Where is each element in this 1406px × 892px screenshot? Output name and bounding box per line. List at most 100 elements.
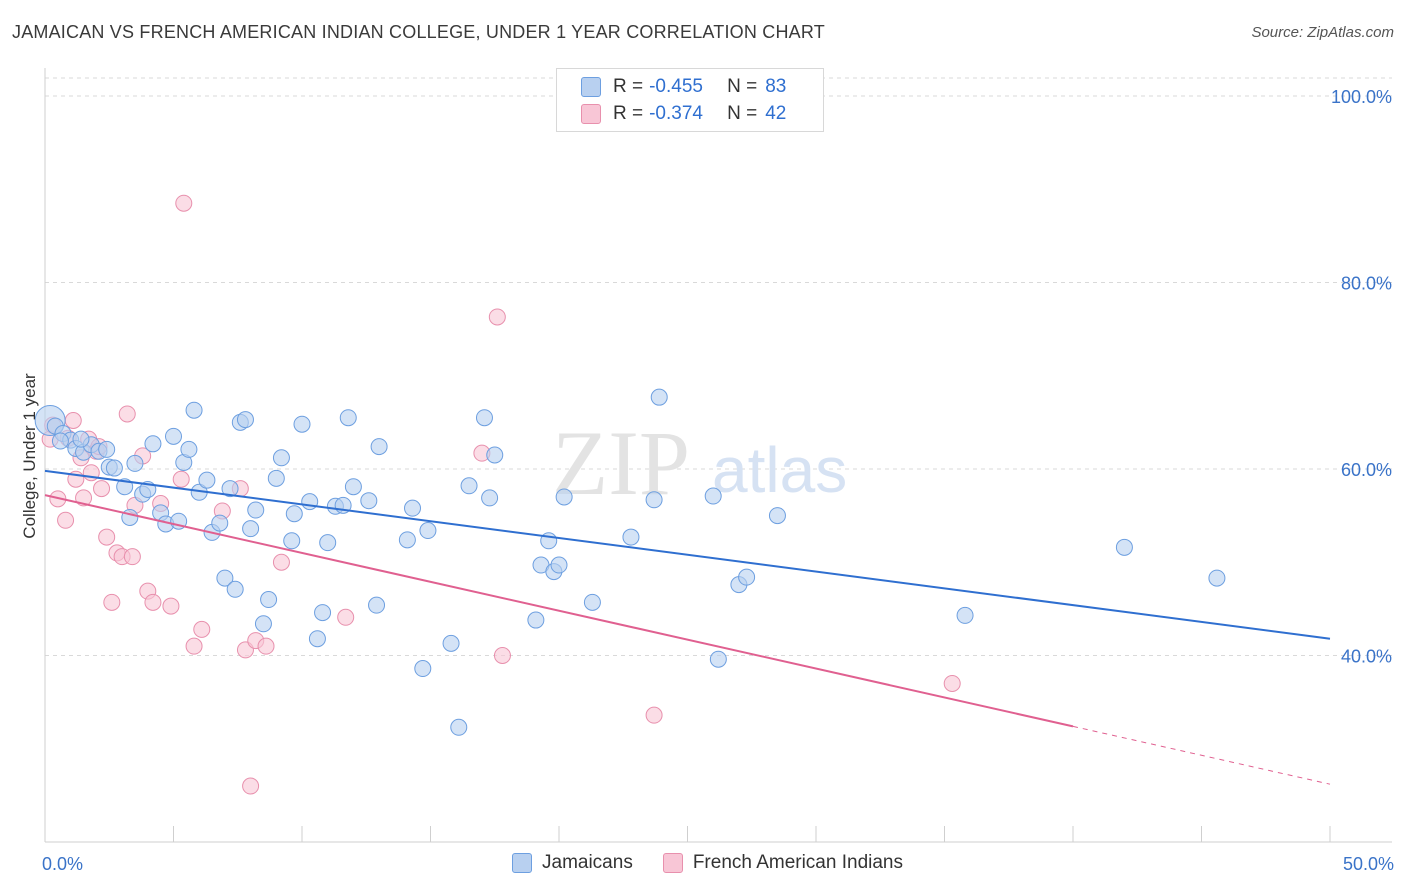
point-jamaicans — [180, 440, 198, 458]
point-jamaicans — [527, 611, 545, 629]
trend-lines — [44, 469, 1331, 785]
trend-line-french-american-indians — [44, 494, 1074, 728]
point-jamaicans — [1208, 569, 1226, 587]
legend-r-value: -0.455 — [649, 76, 703, 97]
legend-swatch-french-american-indians — [581, 104, 601, 124]
point-jamaicans — [419, 522, 437, 540]
point-jamaicans — [1115, 538, 1133, 556]
legend-r-label: R = — [613, 76, 644, 97]
point-jamaicans — [404, 499, 422, 517]
y-tick-label: 40.0% — [1341, 646, 1392, 666]
trend-line-jamaicans — [44, 469, 1331, 640]
source-label: Source: ZipAtlas.com — [1251, 24, 1394, 41]
point-jamaicans — [293, 415, 311, 433]
point-jamaicans — [709, 650, 727, 668]
legend-swatch-french-american-indians — [662, 853, 683, 873]
point-jamaicans — [475, 409, 493, 427]
point-jamaicans — [126, 454, 144, 472]
point-jamaicans — [370, 438, 388, 456]
chart-title: JAMAICAN VS FRENCH AMERICAN INDIAN COLLE… — [12, 22, 825, 42]
point-french-american-indians — [103, 593, 121, 611]
point-jamaicans — [450, 718, 468, 736]
point-french-american-indians — [172, 470, 190, 488]
point-jamaicans — [650, 388, 668, 406]
point-jamaicans — [242, 520, 260, 538]
correlation-legend: R = -0.455 N = 83 R = -0.374 N = 42 — [556, 68, 824, 132]
tick-labels: 40.0% 60.0% 80.0% 100.0% 0.0% 50.0% — [42, 87, 1394, 874]
point-french-american-indians — [118, 405, 136, 423]
point-jamaicans — [221, 480, 239, 498]
point-french-american-indians — [488, 308, 506, 326]
point-jamaicans — [368, 596, 386, 614]
point-french-american-indians — [645, 706, 663, 724]
legend-r-label: R = — [613, 103, 644, 124]
point-jamaicans — [481, 489, 499, 507]
jamaicans-points — [34, 388, 1226, 736]
point-jamaicans — [267, 469, 285, 487]
point-jamaicans — [260, 591, 278, 609]
point-jamaicans — [319, 534, 337, 552]
point-jamaicans — [645, 491, 663, 509]
point-french-american-indians — [123, 548, 141, 566]
point-jamaicans — [216, 569, 234, 587]
axes — [44, 68, 1392, 843]
x-tick-label: 0.0% — [42, 854, 83, 874]
legend-item-french-american-indians[interactable]: French American Indians — [662, 852, 903, 874]
point-jamaicans — [486, 446, 504, 464]
point-french-american-indians — [193, 620, 211, 638]
point-jamaicans — [738, 568, 756, 586]
legend-swatch-jamaicans — [581, 77, 601, 97]
point-french-american-indians — [57, 511, 75, 529]
point-french-american-indians — [943, 674, 961, 692]
legend-n-value: 42 — [765, 103, 787, 124]
point-jamaicans — [247, 501, 265, 519]
y-axis-label: College, Under 1 year — [20, 373, 39, 539]
point-french-american-indians — [337, 608, 355, 626]
point-jamaicans — [704, 487, 722, 505]
legend-item-jamaicans[interactable]: Jamaicans — [512, 852, 633, 874]
watermark-atlas: atlas — [712, 434, 847, 506]
point-jamaicans — [105, 459, 123, 477]
legend-n-label: N = — [727, 103, 758, 124]
point-french-american-indians — [144, 593, 162, 611]
watermark: ZIP atlas — [552, 412, 847, 514]
french-american-indians-points — [41, 194, 961, 795]
legend-r-value: -0.374 — [649, 103, 703, 124]
point-jamaicans — [226, 580, 244, 598]
point-jamaicans — [360, 492, 378, 510]
point-jamaicans — [72, 430, 90, 448]
grid-lines — [45, 77, 1392, 656]
point-jamaicans — [583, 593, 601, 611]
point-jamaicans — [98, 440, 116, 458]
point-french-american-indians — [175, 194, 193, 212]
point-jamaicans — [236, 411, 254, 429]
point-jamaicans — [165, 427, 182, 445]
point-jamaicans — [283, 532, 301, 550]
legend-swatch-jamaicans — [512, 853, 532, 873]
point-jamaicans — [198, 471, 216, 489]
point-jamaicans — [398, 531, 416, 549]
point-french-american-indians — [242, 777, 260, 795]
point-jamaicans — [144, 435, 162, 453]
point-jamaicans — [550, 556, 568, 574]
point-jamaicans — [211, 514, 229, 532]
point-jamaicans — [339, 409, 357, 427]
point-jamaicans — [768, 507, 786, 525]
legend-n-value: 83 — [765, 76, 787, 97]
point-jamaicans — [254, 615, 272, 633]
point-jamaicans — [344, 478, 362, 496]
y-tick-label: 60.0% — [1341, 460, 1392, 480]
point-jamaicans — [51, 432, 69, 450]
legend-label-french-american-indians: French American Indians — [692, 852, 903, 873]
legend-row-french-american-indians: R = -0.374 N = 42 — [581, 102, 786, 126]
point-jamaicans — [956, 606, 974, 624]
point-jamaicans — [308, 630, 326, 648]
x-tick-label: 50.0% — [1343, 854, 1394, 874]
legend-row-jamaicans: R = -0.455 N = 83 — [581, 75, 786, 99]
point-french-american-indians — [98, 528, 116, 546]
point-jamaicans — [314, 604, 332, 622]
point-jamaicans — [285, 505, 303, 523]
point-jamaicans — [442, 634, 460, 652]
point-french-american-indians — [257, 637, 275, 655]
